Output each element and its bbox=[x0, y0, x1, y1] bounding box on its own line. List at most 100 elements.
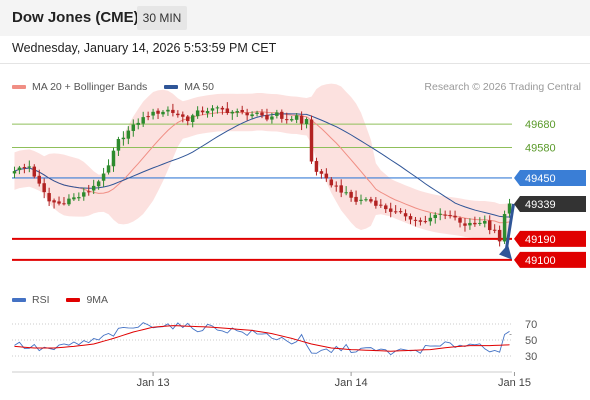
candle-body bbox=[379, 204, 383, 206]
candle-body bbox=[17, 167, 22, 171]
candle-body bbox=[220, 107, 225, 110]
candle-body bbox=[141, 117, 145, 124]
rsi-ma-swatch bbox=[66, 298, 81, 303]
candle-body bbox=[210, 108, 215, 111]
candle-body bbox=[354, 196, 358, 202]
candle-body bbox=[324, 173, 329, 179]
legend-item-9ma: 9MA bbox=[66, 294, 108, 306]
candle-body bbox=[62, 203, 66, 205]
candle-body bbox=[195, 110, 200, 117]
legend-ma50-label: MA 50 bbox=[184, 81, 214, 93]
candle-body bbox=[190, 115, 195, 122]
candle-body bbox=[280, 111, 284, 119]
level-label-49190: 49190 bbox=[525, 234, 556, 246]
level-label-49339: 49339 bbox=[525, 199, 556, 211]
timestamp: Wednesday, January 14, 2026 5:53:59 PM C… bbox=[12, 41, 277, 55]
rsi-legend: RSI 9MA bbox=[12, 294, 122, 306]
candle-body bbox=[359, 199, 363, 201]
candle-body bbox=[245, 112, 249, 116]
candle-body bbox=[161, 111, 165, 115]
candle-body bbox=[37, 175, 41, 184]
forecast-arrow-shaft bbox=[504, 203, 516, 252]
candle-body bbox=[12, 171, 17, 174]
candle-body bbox=[384, 205, 388, 210]
legend-item-ma50: MA 50 bbox=[164, 81, 214, 93]
candle-body bbox=[507, 203, 512, 214]
candle-body bbox=[111, 150, 116, 167]
timeframe-badge[interactable]: 30 MIN bbox=[137, 6, 187, 30]
candle-body bbox=[260, 112, 264, 116]
candle-body bbox=[334, 185, 338, 187]
level-tag-49339 bbox=[514, 195, 586, 212]
candle-body bbox=[240, 109, 244, 112]
candle-body bbox=[423, 221, 428, 223]
candle-body bbox=[448, 215, 452, 217]
candle-body bbox=[339, 185, 343, 193]
candle-body bbox=[106, 165, 111, 173]
candle-body bbox=[151, 111, 155, 116]
chart-header bbox=[0, 0, 590, 36]
candle-body bbox=[299, 115, 304, 124]
candle-body bbox=[369, 199, 373, 202]
level-label-49450: 49450 bbox=[525, 173, 556, 185]
candle-body bbox=[468, 222, 472, 226]
legend-rsi-label: RSI bbox=[32, 294, 50, 306]
candle-body bbox=[433, 214, 437, 219]
candle-body bbox=[497, 229, 502, 242]
candle-body bbox=[57, 201, 61, 204]
candle-body bbox=[413, 219, 418, 221]
x-tick-label-Jan 13: Jan 13 bbox=[137, 377, 170, 389]
forecast-arrow-head bbox=[499, 244, 512, 260]
candle-body bbox=[418, 220, 423, 222]
candle-body bbox=[428, 217, 433, 222]
rsi-line bbox=[14, 322, 510, 356]
candle-body bbox=[72, 197, 76, 200]
candle-body bbox=[200, 110, 205, 113]
candle-body bbox=[52, 200, 56, 203]
candle-body bbox=[265, 114, 269, 120]
candle-body bbox=[116, 139, 121, 151]
candle-body bbox=[146, 116, 150, 118]
research-credit: Research © 2026 Trading Central bbox=[424, 81, 581, 93]
candle-body bbox=[250, 114, 254, 117]
candle-body bbox=[205, 111, 210, 114]
legend-ma20-label: MA 20 + Bollinger Bands bbox=[32, 81, 148, 93]
candle-body bbox=[32, 166, 37, 177]
candle-body bbox=[458, 218, 462, 223]
candle-body bbox=[393, 211, 398, 213]
candle-body bbox=[438, 213, 442, 215]
candle-body bbox=[156, 110, 160, 114]
candle-body bbox=[487, 220, 492, 231]
price-legend: MA 20 + Bollinger Bands MA 50 bbox=[12, 81, 228, 93]
candle-body bbox=[230, 111, 235, 114]
rsi-tick-50: 50 bbox=[525, 335, 537, 347]
rsi-tick-30: 30 bbox=[525, 351, 537, 363]
level-label-49680: 49680 bbox=[525, 119, 556, 131]
candle-body bbox=[453, 215, 457, 218]
legend-item-ma20: MA 20 + Bollinger Bands bbox=[12, 81, 147, 93]
candle-body bbox=[483, 220, 487, 224]
candle-body bbox=[27, 166, 32, 168]
candle-body bbox=[22, 167, 27, 169]
candle-body bbox=[319, 171, 324, 174]
candle-body bbox=[101, 173, 106, 181]
candle-body bbox=[289, 119, 294, 121]
x-tick-label-Jan 14: Jan 14 bbox=[335, 377, 368, 389]
candle-body bbox=[344, 192, 348, 194]
candle-body bbox=[47, 193, 51, 202]
candle-body bbox=[478, 222, 482, 224]
legend-item-rsi: RSI bbox=[12, 294, 50, 306]
candle-body bbox=[285, 119, 289, 121]
rsi-swatch bbox=[12, 298, 26, 303]
instrument-title: Dow Jones (CME) bbox=[12, 9, 139, 26]
level-tag-49450 bbox=[514, 169, 586, 186]
candle-body bbox=[215, 107, 220, 109]
legend-9ma-label: 9MA bbox=[86, 294, 109, 306]
rsi-tick-70: 70 bbox=[525, 319, 537, 331]
candle-body bbox=[349, 191, 353, 198]
candle-body bbox=[255, 112, 259, 114]
candle-body bbox=[186, 116, 190, 122]
candle-body bbox=[275, 112, 279, 116]
candle-body bbox=[403, 213, 408, 217]
